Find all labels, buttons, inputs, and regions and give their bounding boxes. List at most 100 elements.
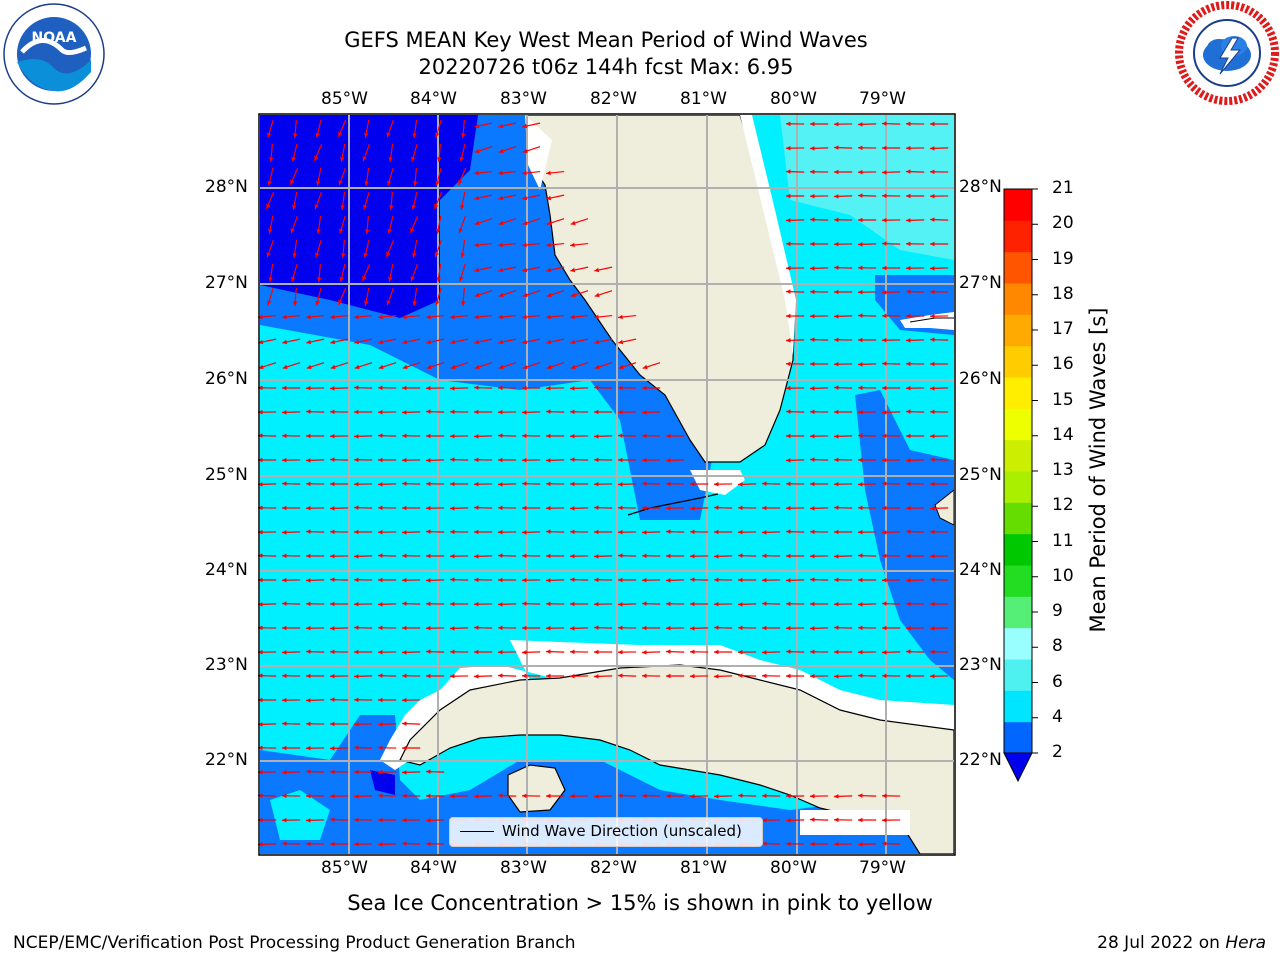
wave-direction-arrowhead xyxy=(474,529,479,535)
wave-direction-arrowhead xyxy=(306,339,312,345)
wave-direction-arrowhead xyxy=(282,505,287,511)
wave-direction-arrowhead xyxy=(858,289,863,295)
wave-direction-arrowhead xyxy=(906,265,911,271)
wave-direction-arrowhead xyxy=(858,409,863,415)
wave-direction-arrowhead xyxy=(292,253,297,258)
wave-direction-arrowhead xyxy=(858,553,863,558)
wave-direction-arrowhead xyxy=(267,132,272,138)
wave-direction-arrowhead xyxy=(570,386,575,391)
wave-direction-arrowhead xyxy=(690,577,695,582)
wave-direction-arrowhead xyxy=(306,458,311,463)
wave-direction-arrowhead xyxy=(930,121,935,127)
wave-direction-arrowhead xyxy=(666,481,671,487)
wave-direction-arrowhead xyxy=(378,314,383,320)
wave-direction-arrowhead xyxy=(666,673,671,679)
wave-direction-arrowhead xyxy=(858,505,863,511)
wave-direction-arrowhead xyxy=(882,457,887,463)
wave-direction-arrowhead xyxy=(618,364,624,370)
wave-direction-arrowhead xyxy=(459,156,464,162)
wave-direction-arrowhead xyxy=(258,529,263,535)
wave-direction-arrowhead xyxy=(786,121,791,127)
wave-direction-arrowhead xyxy=(810,481,815,487)
wave-direction-arrowhead xyxy=(570,673,575,679)
wave-direction-arrowhead xyxy=(474,292,480,298)
wave-direction-arrowhead xyxy=(906,313,911,319)
wave-direction-arrowhead xyxy=(858,529,863,535)
lon-label-bottom: 85°W xyxy=(321,858,368,878)
wave-direction-arrowhead xyxy=(314,204,319,210)
wave-direction-arrowhead xyxy=(882,265,887,271)
wave-direction-arrowhead xyxy=(354,314,359,320)
wave-direction-arrowhead xyxy=(642,601,647,606)
wave-direction-arrowhead xyxy=(810,121,815,127)
wave-direction-arrowhead xyxy=(410,227,415,233)
wave-direction-arrowhead xyxy=(450,506,455,511)
wave-direction-arrowhead xyxy=(474,481,479,487)
wave-direction-arrowhead xyxy=(354,457,359,463)
wave-direction-arrowhead xyxy=(402,385,407,391)
colorbar-tick-label: 2 xyxy=(1052,742,1063,762)
isla-juventud-land xyxy=(507,764,566,813)
wave-direction-arrowhead xyxy=(786,481,791,487)
wave-direction-arrowhead xyxy=(354,769,359,775)
wave-direction-arrowhead xyxy=(474,457,479,463)
wave-direction-arrowhead xyxy=(282,673,287,679)
wave-direction-arrowhead xyxy=(411,156,416,162)
wave-direction-arrowhead xyxy=(882,337,887,343)
wave-direction-arrowhead xyxy=(258,505,263,511)
wave-direction-arrowhead xyxy=(594,505,599,510)
lat-label-right: 26°N xyxy=(959,369,1002,389)
wave-direction-arrowhead xyxy=(738,482,743,487)
wave-direction-arrowhead xyxy=(354,434,359,439)
wave-direction-arrowhead xyxy=(906,338,911,343)
wave-direction-arrowhead xyxy=(786,313,791,319)
wave-direction-arrowhead xyxy=(834,817,839,823)
wave-direction-arrowhead xyxy=(354,409,359,415)
colorbar-segment xyxy=(1004,502,1032,535)
wave-direction-arrowhead xyxy=(882,505,887,511)
colorbar-tick-label: 9 xyxy=(1052,601,1063,621)
wave-direction-arrowhead xyxy=(858,842,863,847)
wave-direction-arrowhead xyxy=(714,529,719,535)
wave-direction-arrowhead xyxy=(546,433,551,439)
wave-direction-arrowhead xyxy=(402,650,407,655)
wave-direction-arrowhead xyxy=(282,817,287,823)
wave-direction-arrowhead xyxy=(306,385,311,391)
wave-direction-arrowhead xyxy=(282,721,287,726)
colorbar-label: Mean Period of Wind Waves [s] xyxy=(1086,307,1110,633)
wave-direction-arrowhead xyxy=(498,409,503,415)
wave-direction-arrowhead xyxy=(882,433,887,439)
wave-direction-arrowhead xyxy=(282,577,287,583)
wave-direction-arrowhead xyxy=(906,385,911,391)
wave-direction-arrowhead xyxy=(930,146,935,151)
wave-direction-arrowhead xyxy=(402,625,407,631)
wave-direction-arrowhead xyxy=(834,434,839,439)
wave-direction-arrowhead xyxy=(930,193,935,199)
wave-direction-arrowhead xyxy=(330,314,335,320)
wave-direction-arrowhead xyxy=(378,339,384,345)
wave-direction-arrowhead xyxy=(690,481,695,487)
wave-direction-arrowhead xyxy=(330,649,335,655)
wave-direction-arrowhead xyxy=(690,506,695,511)
wave-direction-arrowhead xyxy=(402,601,407,606)
wave-direction-arrowhead xyxy=(834,169,839,175)
wave-direction-arrowhead xyxy=(522,267,528,273)
wave-direction-arrowhead xyxy=(292,133,298,138)
wave-direction-arrowhead xyxy=(642,673,647,679)
wave-direction-arrowhead xyxy=(378,577,383,583)
sea-ice-note: Sea Ice Concentration > 15% is shown in … xyxy=(347,891,933,915)
lat-label-right: 24°N xyxy=(959,560,1002,580)
wave-direction-arrowhead xyxy=(882,385,887,391)
wave-direction-arrowhead xyxy=(402,553,407,559)
wave-direction-arrowhead xyxy=(618,385,623,391)
wave-direction-arrowhead xyxy=(402,433,407,439)
wave-direction-arrowhead xyxy=(306,793,311,799)
wave-direction-arrowhead xyxy=(291,276,296,282)
wave-direction-arrowhead xyxy=(402,314,407,320)
wave-direction-arrowhead xyxy=(282,841,287,846)
wave-direction-arrowhead xyxy=(354,339,360,345)
wave-direction-arrowhead xyxy=(810,169,815,175)
wave-direction-arrowhead xyxy=(387,180,392,186)
wave-direction-arrowhead xyxy=(411,252,417,258)
